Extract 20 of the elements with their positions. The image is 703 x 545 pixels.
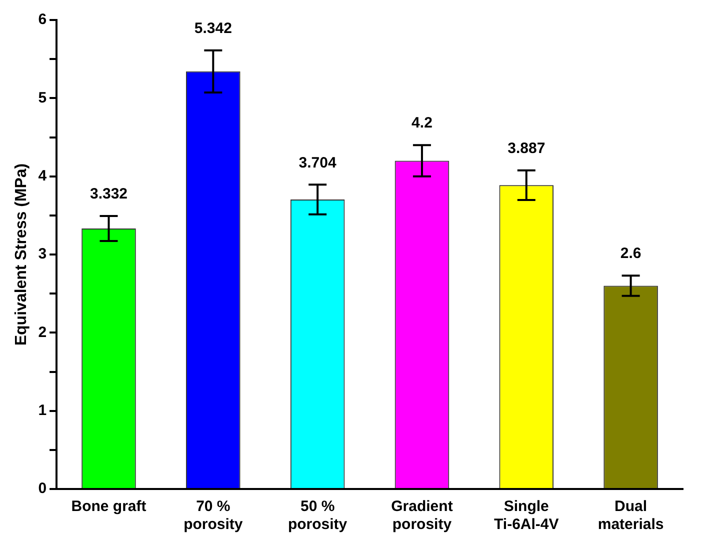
data-label: 5.342 <box>194 20 232 37</box>
data-label: 4.2 <box>412 114 432 132</box>
y-axis-title: Equivalent Stress (MPa) <box>13 163 30 346</box>
y-tick-label: 0 <box>38 480 47 498</box>
x-tick-label: 50 % porosity <box>288 498 348 534</box>
x-tick-label: Gradient porosity <box>391 498 453 534</box>
data-label: 2.6 <box>620 245 642 262</box>
y-tick-label: 3 <box>38 246 47 263</box>
x-tick-label: Single Ti-6Al-4V <box>494 498 559 534</box>
x-tick-label: Bone graft <box>71 498 146 516</box>
data-label: 3.704 <box>298 154 337 172</box>
data-label: 3.887 <box>508 140 546 157</box>
x-tick-label: 70 % porosity <box>184 498 244 534</box>
y-tick-label: 5 <box>38 89 47 106</box>
y-tick-label: 4 <box>38 167 48 184</box>
y-tick-label: 6 <box>38 11 47 28</box>
data-label: 3.332 <box>90 186 128 203</box>
x-tick-label: Dual materials <box>598 498 664 534</box>
y-tick-label: 2 <box>38 324 47 341</box>
y-tick-label: 1 <box>38 402 47 419</box>
